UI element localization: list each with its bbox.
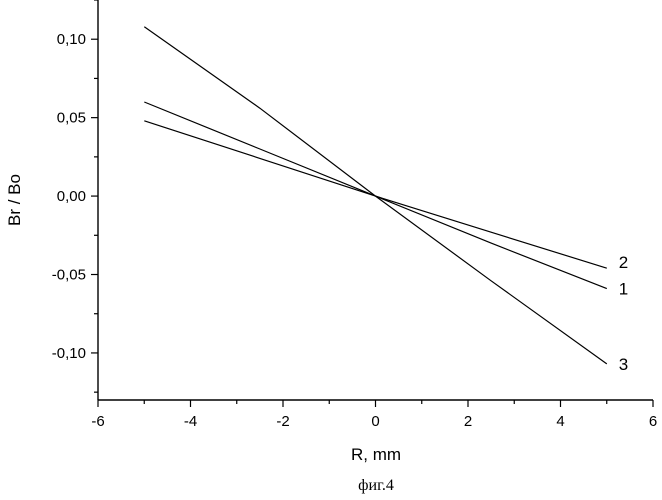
series-group	[144, 27, 607, 364]
series-labels: 1 2 3	[619, 253, 628, 374]
y-tick-label: -0,10	[52, 345, 86, 362]
series-3-line	[144, 27, 607, 364]
x-axis-ticks: -6 -4 -2 0 2 4 6	[91, 400, 657, 430]
series-3-label: 3	[619, 355, 628, 374]
x-tick-label: 6	[649, 413, 657, 430]
figure-caption: фиг.4	[358, 477, 394, 494]
axes	[98, 0, 653, 400]
y-axis-ticks: 0,10 0,05 0,00 -0,05 -0,10	[52, 0, 98, 392]
x-tick-label: -2	[276, 413, 289, 430]
series-2-label: 2	[619, 253, 628, 272]
y-tick-label: 0,10	[57, 31, 86, 48]
y-tick-label: 0,05	[57, 110, 86, 127]
y-tick-label: -0,05	[52, 267, 86, 284]
y-axis-title: Br / Bo	[5, 174, 24, 226]
x-tick-label: 0	[371, 413, 379, 430]
series-2-line	[144, 121, 607, 268]
series-1-line	[144, 102, 607, 289]
x-axis-title: R, mm	[351, 445, 401, 464]
x-tick-label: -4	[184, 413, 197, 430]
x-tick-label: -6	[91, 413, 104, 430]
y-tick-label: 0,00	[57, 188, 86, 205]
series-1-label: 1	[619, 280, 628, 299]
x-tick-label: 2	[464, 413, 472, 430]
x-tick-label: 4	[556, 413, 564, 430]
